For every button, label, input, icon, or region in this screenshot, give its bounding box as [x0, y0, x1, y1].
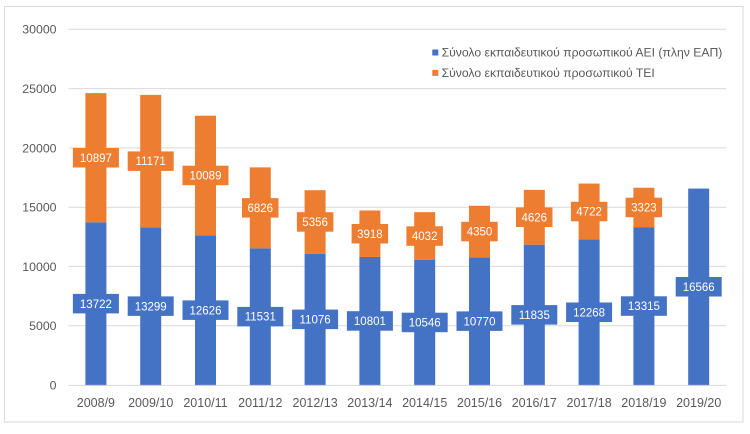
svg-text:2013/14: 2013/14 — [347, 396, 392, 410]
svg-text:15000: 15000 — [22, 201, 56, 215]
svg-text:16566: 16566 — [683, 282, 715, 294]
svg-text:4626: 4626 — [522, 212, 548, 224]
svg-text:11076: 11076 — [300, 314, 331, 326]
svg-text:Σύνολο εκπαιδευτικού προσωπικο: Σύνολο εκπαιδευτικού προσωπικού ΑΕΙ (πλη… — [442, 45, 723, 59]
svg-text:13299: 13299 — [135, 301, 167, 313]
svg-text:6826: 6826 — [248, 203, 274, 215]
svg-text:12268: 12268 — [573, 307, 605, 319]
svg-text:13722: 13722 — [80, 299, 112, 311]
svg-text:12626: 12626 — [190, 305, 222, 317]
svg-text:3323: 3323 — [631, 203, 657, 215]
svg-text:10770: 10770 — [464, 316, 496, 328]
svg-text:0: 0 — [50, 378, 57, 392]
svg-text:2016/17: 2016/17 — [512, 396, 557, 410]
svg-text:30000: 30000 — [22, 23, 56, 37]
svg-text:11835: 11835 — [519, 310, 550, 322]
svg-text:2017/18: 2017/18 — [567, 396, 612, 410]
svg-text:10000: 10000 — [22, 260, 56, 274]
svg-text:5000: 5000 — [29, 319, 57, 333]
svg-text:2019/20: 2019/20 — [676, 396, 721, 410]
svg-text:11171: 11171 — [136, 156, 166, 168]
svg-text:13315: 13315 — [628, 301, 660, 313]
svg-text:4032: 4032 — [412, 231, 438, 243]
svg-text:Σύνολο εκπαιδευτικού προσωπικο: Σύνολο εκπαιδευτικού προσωπικού ΤΕΙ — [442, 66, 655, 80]
svg-text:3918: 3918 — [357, 229, 383, 241]
svg-text:2018/19: 2018/19 — [621, 396, 666, 410]
svg-text:2012/13: 2012/13 — [293, 396, 338, 410]
svg-text:2008/9: 2008/9 — [77, 396, 115, 410]
svg-text:4722: 4722 — [576, 207, 602, 219]
svg-text:4350: 4350 — [467, 227, 493, 239]
svg-text:20000: 20000 — [22, 141, 56, 155]
svg-text:11531: 11531 — [245, 312, 276, 324]
svg-text:10089: 10089 — [190, 171, 222, 183]
svg-text:2015/16: 2015/16 — [457, 396, 502, 410]
svg-text:2014/15: 2014/15 — [402, 396, 447, 410]
svg-text:25000: 25000 — [22, 82, 56, 96]
svg-text:2009/10: 2009/10 — [128, 396, 173, 410]
svg-text:2011/12: 2011/12 — [238, 396, 282, 410]
svg-text:2010/11: 2010/11 — [183, 396, 227, 410]
svg-text:5356: 5356 — [302, 217, 328, 229]
svg-text:10897: 10897 — [80, 153, 112, 165]
svg-text:10546: 10546 — [409, 318, 441, 330]
svg-text:10801: 10801 — [354, 316, 386, 328]
